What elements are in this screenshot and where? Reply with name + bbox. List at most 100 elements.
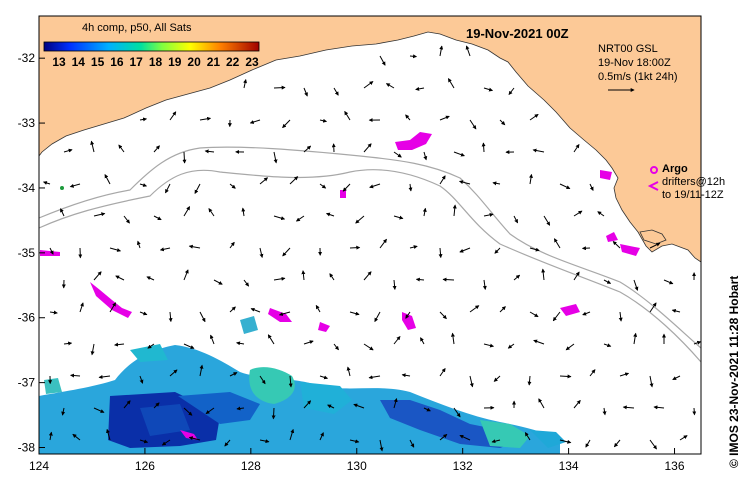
current-vector [165, 183, 171, 194]
current-vector [259, 177, 269, 185]
current-vector [243, 279, 250, 287]
current-vector [204, 149, 215, 154]
current-vectors [42, 45, 701, 452]
current-vector [423, 407, 431, 412]
current-vector [109, 302, 117, 313]
current-vector [271, 407, 276, 420]
drifter-key-line2: to 19/11-12Z [662, 189, 724, 201]
current-vector [499, 119, 506, 126]
current-vector [109, 247, 122, 252]
current-vector [612, 241, 621, 249]
current-vector [213, 279, 223, 285]
current-vector [508, 87, 515, 96]
current-vector [188, 244, 201, 249]
colorbar-tick-label: 18 [148, 55, 163, 69]
current-vector [585, 439, 591, 448]
current-vector [259, 247, 264, 259]
current-vector [633, 332, 638, 345]
current-vector [439, 115, 450, 121]
current-vector [393, 335, 401, 345]
current-vector [205, 407, 215, 415]
current-vector [49, 247, 54, 255]
current-vector [453, 407, 461, 418]
current-key-time: 19-Nov 18:00Z [598, 57, 671, 69]
current-vector [123, 215, 130, 224]
current-vector [49, 310, 58, 315]
current-vector [153, 215, 162, 221]
current-vector [169, 369, 178, 377]
current-vector [393, 397, 398, 409]
current-vector [459, 434, 471, 441]
current-vector [93, 212, 106, 217]
current-vector [209, 334, 215, 345]
current-vector [199, 116, 212, 121]
current-vector [273, 85, 286, 90]
y-tick-label: -33 [18, 116, 36, 130]
credit-text: © IMOS 23-Nov-2021 11:28 Hobart [727, 275, 741, 468]
current-vector [469, 305, 480, 313]
colorbar-tick-label: 14 [71, 55, 85, 69]
current-vector [499, 306, 506, 313]
current-vector [115, 275, 125, 281]
colorbar-tick-label: 17 [129, 55, 143, 69]
current-vector [409, 54, 418, 59]
current-vector [469, 375, 474, 388]
current-vector [649, 242, 661, 249]
current-vector [483, 87, 494, 92]
current-vector [104, 174, 111, 185]
current-vector [363, 81, 374, 89]
current-vector [573, 399, 581, 409]
colorbar-title: 4h comp, p50, All Sats [82, 22, 192, 34]
colorbar [43, 41, 260, 52]
current-vector [182, 151, 187, 164]
argo-key-symbol [650, 166, 658, 174]
current-vector [319, 118, 328, 123]
x-tick-label: 124 [29, 459, 49, 473]
current-vector [618, 311, 623, 322]
current-vector [303, 145, 312, 153]
current-vector [48, 431, 53, 441]
current-vector [507, 343, 515, 349]
current-vector [349, 311, 360, 316]
current-vector [229, 241, 235, 249]
current-vector [543, 215, 551, 226]
current-vector [288, 375, 293, 388]
y-tick-label: -32 [18, 51, 36, 65]
current-vector [363, 143, 372, 153]
current-vector [541, 268, 546, 281]
drifter-key-symbol [647, 181, 659, 191]
current-vector [671, 308, 681, 313]
current-vector [333, 87, 339, 96]
colorbar-ticks: 13 14 15 16 17 18 19 20 21 22 23 [44, 55, 266, 69]
current-vector [159, 247, 171, 252]
current-vector [123, 400, 131, 409]
current-vector [493, 375, 501, 382]
current-vector [161, 439, 171, 446]
y-tick-label: -36 [18, 311, 36, 325]
current-vector [229, 372, 238, 377]
current-vector [346, 366, 351, 377]
x-tick-label: 136 [665, 459, 685, 473]
current-vector [42, 181, 51, 185]
x-tick-label: 132 [453, 459, 473, 473]
current-vector [423, 151, 428, 161]
current-vector [401, 373, 411, 378]
current-vector [529, 173, 533, 185]
current-vector [452, 204, 457, 217]
current-vector [282, 119, 291, 129]
current-vector [481, 142, 486, 153]
current-vector [282, 247, 291, 257]
current-vector [208, 208, 215, 217]
x-tick-label: 126 [135, 459, 155, 473]
current-vector [333, 343, 339, 351]
plot-frame [38, 15, 702, 455]
current-vector [442, 277, 455, 282]
current-vector [582, 311, 591, 316]
current-vector [619, 372, 630, 377]
current-vector [622, 405, 635, 410]
current-vector [236, 406, 245, 411]
current-vector [439, 311, 447, 320]
current-vector [319, 432, 324, 441]
current-vector [405, 311, 411, 319]
y-tick-label: -34 [18, 181, 36, 195]
